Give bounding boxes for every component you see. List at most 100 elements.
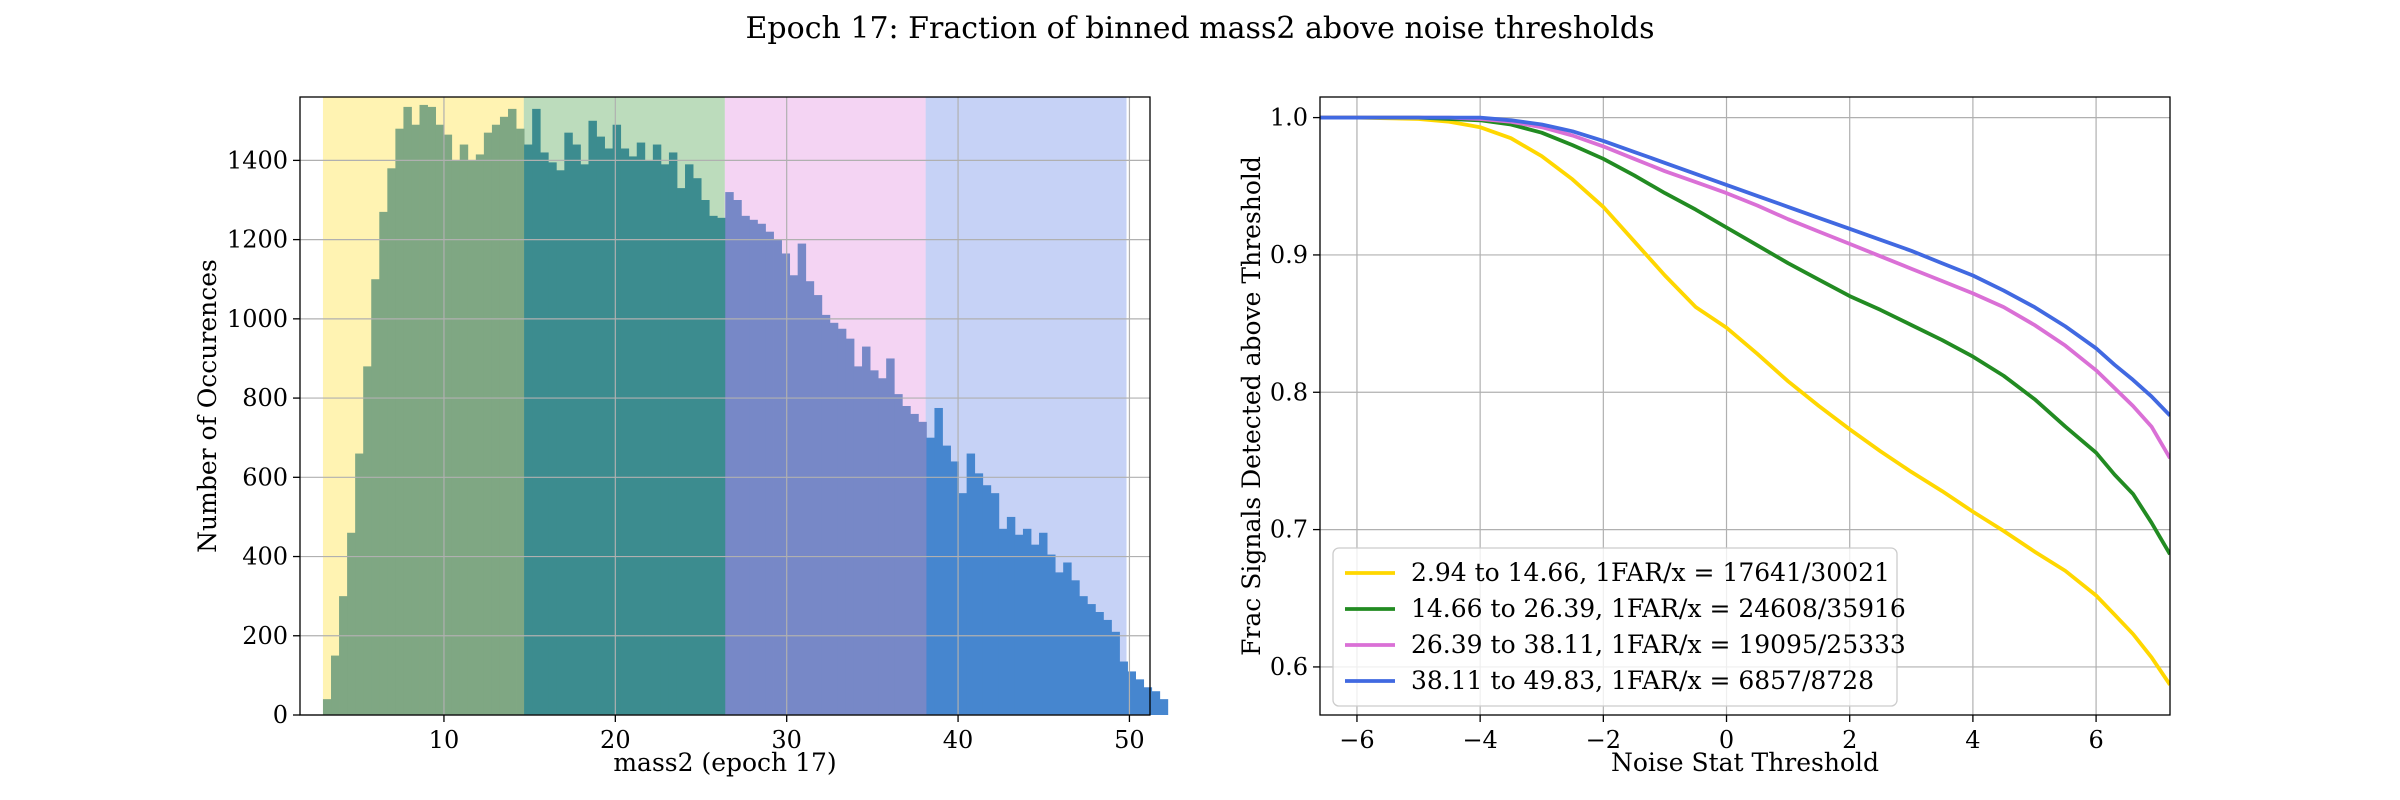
histogram-bar [709, 215, 718, 715]
x-tick-label: 4 [1965, 726, 1980, 754]
histogram-bar [886, 358, 895, 715]
histogram-bar [894, 394, 903, 715]
line-chart-axes: −6 −4 −2 0 2 4 6 0.6 0.7 0.8 0.9 1.0 Noise Stat Thre… [1237, 96, 2171, 777]
histogram-bar [958, 493, 968, 715]
histogram-bar [556, 170, 565, 716]
x-tick-label: 50 [1114, 726, 1145, 754]
histogram-bar [918, 421, 927, 715]
histogram-bar [982, 485, 992, 715]
histogram-bar [1063, 562, 1072, 715]
y-axis-label: Frac Signals Detected above Threshold [1237, 156, 1266, 656]
y-tick-label: 0.9 [1270, 241, 1308, 269]
histogram-bar [403, 106, 412, 715]
y-tick-label: 0.6 [1270, 653, 1308, 681]
histogram-bar [1047, 554, 1056, 715]
y-tick-label: 1000 [227, 305, 288, 333]
histogram-bar [1031, 544, 1040, 715]
histogram-bar [435, 124, 445, 715]
x-axis-label: Noise Stat Threshold [1611, 748, 1879, 777]
histogram-bar [596, 136, 605, 716]
x-tick-label: 6 [2088, 726, 2103, 754]
histogram-bar [1087, 604, 1096, 715]
histogram-bar [845, 338, 855, 715]
x-tick-label: −6 [1339, 726, 1374, 754]
histogram-bar [628, 156, 638, 715]
histogram-bar [725, 192, 734, 716]
histogram-frame [299, 96, 1151, 716]
histogram-bar [668, 152, 678, 715]
histogram-bar [902, 406, 911, 715]
histogram-bar [459, 144, 469, 716]
histogram-bar [950, 461, 959, 715]
histogram-bar [652, 144, 662, 716]
line-chart-frame [1319, 96, 2171, 716]
histogram-bar [1006, 516, 1016, 715]
histogram-bar [1095, 612, 1104, 715]
histogram-bar [1055, 572, 1064, 715]
legend-entry: 26.39 to 38.11, 1FAR/x = 19095/25333 [1411, 630, 1906, 659]
histogram-bar [757, 223, 766, 715]
y-tick-label: 200 [242, 622, 288, 650]
histogram-bar [580, 164, 589, 715]
histogram-bar [483, 132, 493, 716]
histogram-bar [491, 124, 501, 715]
histogram-bar [572, 144, 581, 716]
histogram-bar [942, 445, 951, 715]
histogram-bar [789, 275, 799, 715]
histogram-bar [411, 124, 420, 715]
histogram-bar [620, 148, 630, 715]
legend-entry: 14.66 to 26.39, 1FAR/x = 24608/35916 [1411, 594, 1906, 623]
histogram-bar [612, 124, 622, 715]
histogram-bar [862, 346, 871, 715]
x-axis-label: mass2 (epoch 17) [613, 748, 836, 777]
y-tick-label: 400 [242, 543, 288, 571]
histogram-bar [508, 108, 517, 715]
histogram-bar [878, 378, 887, 715]
histogram-bar [685, 164, 694, 715]
y-tick-label: 0.7 [1270, 516, 1308, 544]
histogram-bar [805, 281, 815, 715]
histogram-bar [1014, 534, 1024, 715]
histogram-bar [532, 108, 541, 715]
histogram-bar [636, 142, 646, 716]
histogram-bar [1159, 699, 1169, 715]
histogram-bar [733, 200, 742, 715]
histogram-bar [676, 188, 686, 716]
histogram-bar [990, 493, 1000, 715]
histogram-axes: 10 20 30 40 50 0 200 400 600 800 1000 1200 1400 mass2… [193, 96, 1169, 777]
histogram-bar [717, 217, 726, 716]
histogram-bar [974, 473, 984, 715]
series-line-1 [1320, 115, 2170, 686]
histogram-bar [870, 370, 879, 715]
histogram-bar [451, 160, 461, 715]
histogram-bar [419, 104, 428, 715]
histogram-bar [548, 162, 557, 716]
histogram-bar [427, 106, 437, 715]
histogram-bar [1103, 619, 1112, 715]
y-tick-label: 1.0 [1270, 104, 1308, 132]
x-tick-label: 40 [943, 726, 974, 754]
histogram-bar [322, 699, 332, 715]
histogram-bar [347, 532, 356, 715]
histogram-bar [837, 328, 847, 715]
x-tick-label: −2 [1586, 726, 1621, 754]
histogram-bar [749, 219, 758, 716]
histogram-bar [821, 314, 831, 715]
histogram-bar [467, 160, 477, 715]
x-tick-label: 30 [771, 726, 802, 754]
histogram-bar [1135, 679, 1145, 715]
histogram-bar [475, 154, 485, 715]
histogram-bar [660, 164, 670, 715]
x-tick-label: 2 [1842, 726, 1857, 754]
histogram-bars [322, 104, 1169, 716]
y-tick-label: 1400 [227, 146, 288, 174]
legend-box [1332, 547, 1898, 707]
histogram-bar [395, 128, 404, 715]
histogram-bar [926, 437, 935, 715]
histogram-bar [355, 453, 364, 715]
histogram-bar [1119, 661, 1128, 715]
x-tick-label: −4 [1462, 726, 1497, 754]
histogram-bar [564, 132, 573, 716]
legend-entry: 2.94 to 14.66, 1FAR/x = 17641/30021 [1411, 558, 1890, 587]
